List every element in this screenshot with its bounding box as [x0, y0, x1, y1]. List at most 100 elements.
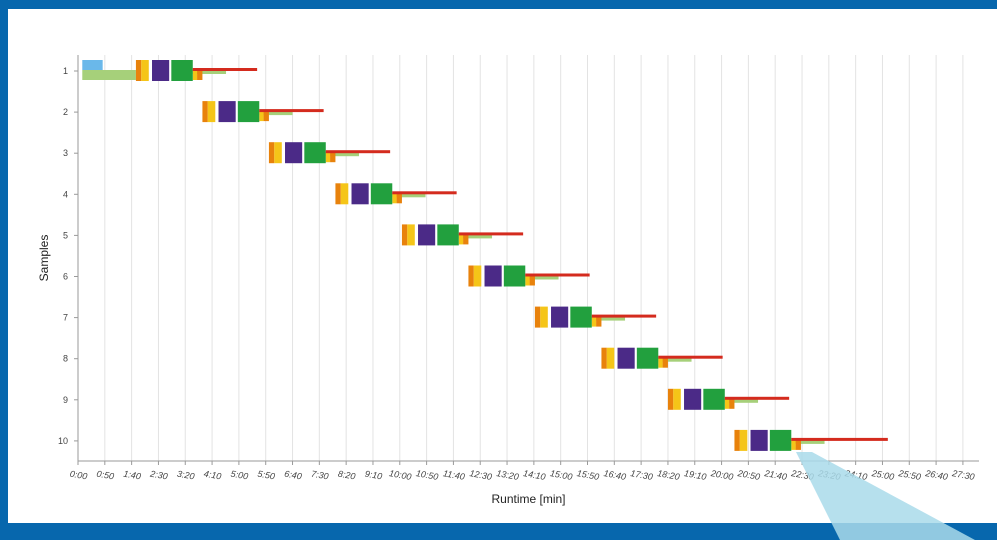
sample-8-step-purple: [617, 347, 635, 369]
sample-2-step-orange: [202, 101, 208, 123]
y-tick-label: 3: [63, 148, 68, 158]
sample-10-step-green: [769, 429, 792, 451]
x-tick-label: 20:00: [709, 468, 734, 482]
sample-1-step-red-line: [192, 68, 258, 71]
sample-6-step-yellow: [473, 265, 482, 287]
sample-7-step-small-yellow: [591, 316, 597, 327]
sample-3-step-yellow: [274, 142, 282, 164]
x-tick-label: 0:00: [69, 469, 88, 482]
sample-3-step-purple: [285, 142, 303, 164]
sample-3-step-red-line: [325, 150, 391, 154]
x-tick-label: 8:20: [337, 469, 356, 482]
sample-10-step-purple: [750, 429, 768, 451]
sample-1-step-orange: [135, 60, 142, 81]
bars-layer: [82, 60, 888, 451]
y-tick-label: 4: [63, 189, 68, 199]
sample-4-step-purple: [351, 183, 369, 205]
sample-4-step-lightgreen: [392, 193, 426, 198]
sample-9-step-small-yellow: [724, 398, 730, 409]
sample-4-step-small-orange: [396, 193, 402, 204]
sample-2-step-red-line: [259, 109, 324, 113]
sample-9-step-small-orange: [729, 398, 735, 409]
sample-9-step-red-line: [724, 396, 790, 400]
sample-1-step-green: [171, 60, 193, 81]
y-tick-label: 5: [63, 230, 68, 240]
x-tick-label: 11:40: [442, 468, 465, 482]
x-tick-label: 6:40: [284, 469, 303, 482]
sample-9-step-yellow: [673, 388, 681, 410]
sample-7-step-yellow: [540, 306, 548, 328]
x-tick-label: 2:30: [148, 468, 168, 481]
sample-4-step-orange: [335, 183, 341, 205]
x-tick-label: 20:50: [736, 468, 761, 482]
y-tick-label: 10: [58, 436, 68, 446]
sample-3-step-lightgreen: [325, 152, 360, 157]
x-tick-label: 22:30: [790, 468, 815, 482]
sample-7-step-red-line: [591, 314, 657, 318]
x-tick-label: 10:00: [388, 468, 412, 482]
x-tick-label: 5:00: [230, 469, 249, 482]
sample-4-step-small-yellow: [392, 193, 397, 204]
sample-2-step-lightgreen: [259, 111, 293, 116]
sample-1-step-blue: [82, 60, 103, 70]
x-tick-label: 17:30: [630, 468, 654, 482]
sample-10-step-red-line: [791, 437, 888, 441]
sample-5-step-red-line: [458, 232, 524, 236]
sample-8-step-orange: [601, 347, 607, 369]
x-tick-label: 5:50: [257, 469, 276, 482]
sample-8-step-lightgreen: [658, 357, 692, 362]
sample-7-step-purple: [551, 306, 569, 328]
sample-1-step-purple: [152, 60, 170, 81]
sample-1-step-lightgreen: [192, 70, 227, 74]
sample-3-step-green: [304, 142, 326, 164]
x-tick-label: 15:00: [549, 468, 573, 482]
x-tick-label: 27:30: [950, 468, 975, 482]
sample-7-step-orange: [534, 306, 541, 328]
sample-5-step-purple: [418, 224, 436, 246]
sample-1-step-small-yellow: [192, 70, 198, 80]
x-tick-label: 16:40: [603, 468, 627, 482]
sample-6-step-orange: [468, 265, 474, 287]
sample-7-step-small-orange: [596, 316, 602, 327]
chart-panel: 1 2 3 4 5 6 7 8 9 10 0:00 0:50 1:40 2:30 3:20 4:10 5:00…: [8, 9, 997, 523]
gantt-chart: 1 2 3 4 5 6 7 8 9 10 0:00 0:50 1:40 2:30 3:20 4:10 5:00…: [37, 55, 979, 506]
x-tick-label: 4:10: [203, 469, 222, 482]
sample-3-step-orange: [268, 142, 275, 164]
x-tick-label: 1:40: [123, 469, 142, 482]
y-tick-label: 8: [63, 354, 68, 364]
sample-8-step-small-yellow: [658, 357, 663, 368]
sample-1-step-lightgreen-long: [82, 70, 136, 80]
x-tick-label: 23:20: [816, 468, 841, 482]
sample-8-step-red-line: [658, 355, 723, 359]
x-tick-labels: 0:00 0:50 1:40 2:30 3:20 4:10 5:00 5:50 6:40 7:30…: [69, 461, 975, 482]
sample-1-step-yellow: [141, 60, 149, 81]
x-tick-label: 26:40: [924, 468, 949, 482]
x-tick-label: 13:20: [496, 468, 520, 482]
sample-5-step-small-yellow: [458, 234, 464, 245]
sample-2-step-small-yellow: [259, 111, 264, 122]
sample-6-step-red-line: [525, 273, 590, 277]
sample-3-step-small-orange: [330, 152, 336, 163]
sample-10-step-small-orange: [795, 439, 801, 450]
sample-5-step-green: [437, 224, 459, 246]
x-tick-label: 10:50: [415, 468, 439, 482]
y-tick-label: 7: [63, 313, 68, 323]
sample-3-step-small-yellow: [325, 152, 331, 163]
x-tick-label: 25:50: [897, 468, 922, 482]
sample-9-step-orange: [667, 388, 674, 410]
sample-10-step-orange: [734, 429, 740, 451]
y-axis-title: Samples: [37, 235, 51, 282]
x-axis-title: Runtime [min]: [491, 492, 565, 506]
sample-4-step-green: [370, 183, 393, 205]
sample-2-step-green: [237, 101, 260, 123]
sample-5-step-small-orange: [463, 234, 469, 245]
sample-2-step-yellow: [207, 101, 216, 123]
sample-6-step-small-orange: [529, 275, 535, 286]
sample-4-step-red-line: [392, 191, 457, 195]
sample-9-step-green: [703, 388, 725, 410]
x-tick-label: 9:10: [364, 469, 383, 482]
x-tick-label: 0:50: [96, 469, 115, 482]
x-tick-label: 25:00: [870, 468, 895, 482]
x-tick-label: 3:20: [176, 469, 195, 482]
sample-7-step-lightgreen: [591, 316, 626, 321]
